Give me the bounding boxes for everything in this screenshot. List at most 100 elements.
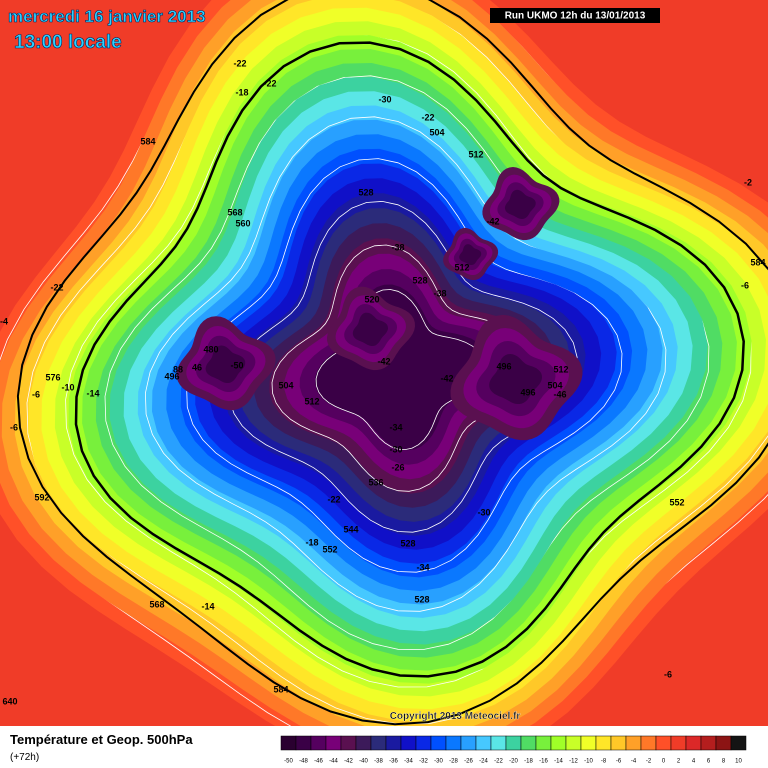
contour-label: 528 bbox=[400, 538, 415, 548]
contour-label: 480 bbox=[203, 344, 218, 354]
legend-tick-label: 2 bbox=[677, 759, 681, 765]
cold-core bbox=[489, 354, 542, 404]
contour-label: -22 bbox=[233, 58, 246, 68]
legend-swatch bbox=[655, 735, 672, 751]
legend-tick-label: 8 bbox=[722, 759, 726, 765]
date-title: mercredi 16 janvier 2013 bbox=[8, 7, 206, 26]
legend-swatch bbox=[430, 735, 447, 751]
geop-contour bbox=[315, 289, 486, 451]
coast-outline bbox=[74, 41, 745, 678]
contour-label: 528 bbox=[358, 187, 373, 197]
contour-label: 560 bbox=[235, 218, 250, 228]
contour-label: -42 bbox=[377, 356, 390, 366]
legend-tick-label: -30 bbox=[434, 759, 443, 765]
contour-label: 46 bbox=[192, 362, 202, 372]
legend-tick-label: -50 bbox=[284, 759, 293, 765]
legend-tick-label: -10 bbox=[584, 759, 593, 765]
legend-swatch bbox=[715, 735, 732, 751]
contour-label: -26 bbox=[391, 462, 404, 472]
contour-label: 528 bbox=[414, 594, 429, 604]
contour-label: 544 bbox=[343, 524, 358, 534]
contour-label: 584 bbox=[750, 257, 765, 267]
run-box bbox=[490, 8, 660, 23]
legend-tick-label: -42 bbox=[344, 759, 353, 765]
legend-tick-label: 6 bbox=[707, 759, 711, 765]
legend-swatch bbox=[295, 735, 312, 751]
contour-labels: -22-22-18584-30-22504512528-42568560-385… bbox=[0, 58, 766, 706]
legend-tick-label: -40 bbox=[359, 759, 368, 765]
legend-tick-label: -36 bbox=[389, 759, 398, 765]
legend-swatch bbox=[370, 735, 387, 751]
contour-label: -22 bbox=[421, 112, 434, 122]
contour-label: 576 bbox=[45, 372, 60, 382]
legend-tick-label: -48 bbox=[299, 759, 308, 765]
contour-label: -34 bbox=[416, 562, 429, 572]
legend-tick-label: -14 bbox=[554, 759, 563, 765]
legend-swatch bbox=[490, 735, 507, 751]
legend-tick-label: -4 bbox=[631, 759, 637, 765]
contour-label: 496 bbox=[164, 371, 179, 381]
contour-label: -10 bbox=[61, 382, 74, 392]
contour-label: 512 bbox=[468, 149, 483, 159]
contour-label: -34 bbox=[389, 422, 402, 432]
legend-tick-label: -28 bbox=[449, 759, 458, 765]
cold-core bbox=[459, 244, 482, 265]
contour-label: -42 bbox=[440, 373, 453, 383]
legend-swatch bbox=[280, 735, 297, 751]
legend-tick-label: -16 bbox=[539, 759, 548, 765]
legend-swatch bbox=[640, 735, 657, 751]
contour-label: -30 bbox=[389, 444, 402, 454]
contour-label: 512 bbox=[304, 396, 319, 406]
contour-label: -2 bbox=[744, 177, 752, 187]
cold-core bbox=[504, 189, 536, 219]
legend-swatch bbox=[550, 735, 567, 751]
legend-tick-label: -12 bbox=[569, 759, 578, 765]
contour-label: 496 bbox=[520, 387, 535, 397]
contour-label: -30 bbox=[477, 507, 490, 517]
contour-label: -14 bbox=[86, 388, 99, 398]
contour-label: 88 bbox=[173, 364, 183, 374]
legend-tick-label: -44 bbox=[329, 759, 338, 765]
legend-swatch bbox=[580, 735, 597, 751]
contour-label: -38 bbox=[433, 288, 446, 298]
legend-swatch bbox=[595, 735, 612, 751]
legend-swatch bbox=[385, 735, 402, 751]
contour-label: -50 bbox=[230, 360, 243, 370]
contour-label: 504 bbox=[547, 380, 562, 390]
legend-swatch bbox=[730, 735, 747, 751]
contour-label: -14 bbox=[201, 601, 214, 611]
contour-label: 504 bbox=[278, 380, 293, 390]
legend-swatch bbox=[670, 735, 687, 751]
legend-swatch bbox=[685, 735, 702, 751]
contour-label: -42 bbox=[486, 216, 499, 226]
legend-tick-label: -38 bbox=[374, 759, 383, 765]
legend-swatch bbox=[400, 735, 417, 751]
legend-tick-label: -32 bbox=[419, 759, 428, 765]
legend-tick-label: -26 bbox=[464, 759, 473, 765]
legend-swatch bbox=[625, 735, 642, 751]
legend-swatch bbox=[610, 735, 627, 751]
cold-core bbox=[205, 345, 246, 383]
contour-label: -22 bbox=[327, 494, 340, 504]
contour-label: 640 bbox=[2, 696, 17, 706]
contour-label: -6 bbox=[32, 389, 40, 399]
contour-label: 512 bbox=[553, 364, 568, 374]
legend-tick-label: -34 bbox=[404, 759, 413, 765]
contour-label: -22 bbox=[263, 78, 276, 88]
legend-swatch bbox=[475, 735, 492, 751]
legend-tick-label: -22 bbox=[494, 759, 503, 765]
contour-label: 584 bbox=[273, 684, 288, 694]
contour-label: -6 bbox=[10, 422, 18, 432]
contour-label: -6 bbox=[664, 669, 672, 679]
legend-tick-label: -2 bbox=[646, 759, 652, 765]
contour-label: 496 bbox=[496, 361, 511, 371]
legend-tick-label: -20 bbox=[509, 759, 518, 765]
legend-tick-label: 0 bbox=[662, 759, 666, 765]
legend-tick-label: -6 bbox=[616, 759, 622, 765]
contour-label: -38 bbox=[391, 242, 404, 252]
contour-label: -18 bbox=[235, 87, 248, 97]
legend-tick-label: -18 bbox=[524, 759, 533, 765]
contour-label: 512 bbox=[454, 262, 469, 272]
